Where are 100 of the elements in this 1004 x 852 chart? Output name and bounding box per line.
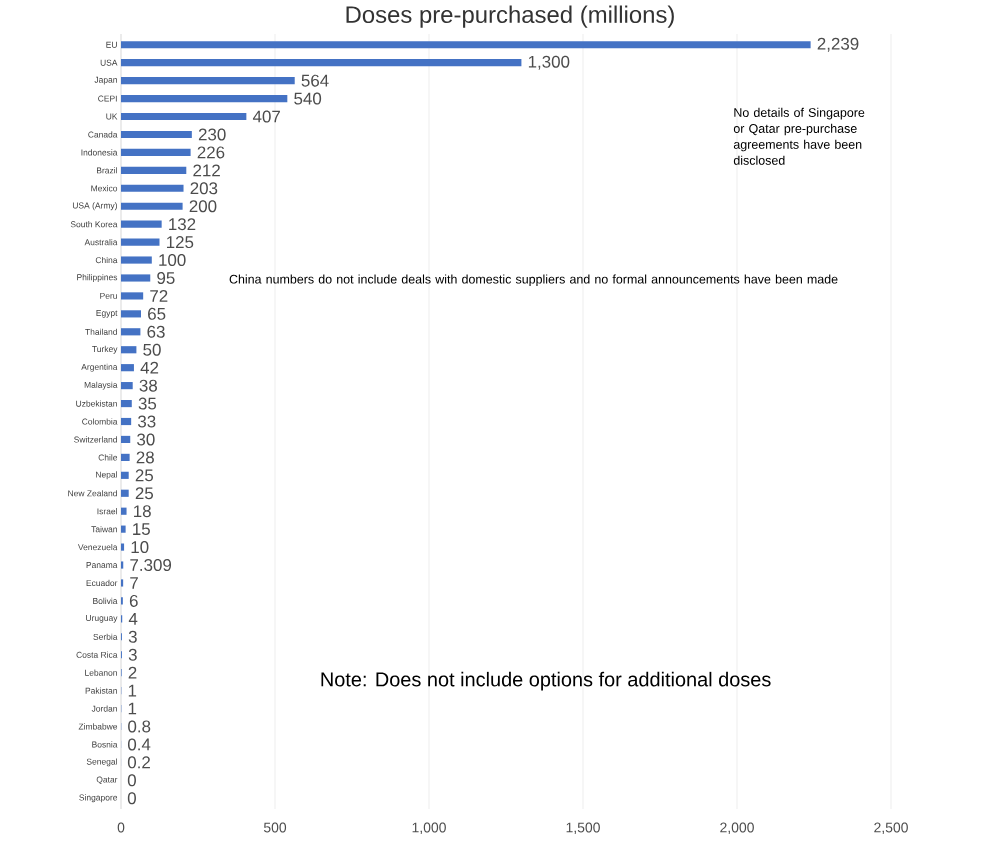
data-label: 7.309: [130, 559, 172, 572]
data-label: 100: [159, 254, 186, 267]
bar: [121, 112, 247, 121]
data-label: 0.4: [127, 738, 151, 751]
y-tick-label: Colombia: [82, 418, 118, 425]
bar: [121, 310, 142, 318]
y-tick-label: Bosnia: [92, 741, 118, 748]
y-tick-label: Philippines: [77, 274, 118, 282]
y-tick-label: USA (Army): [72, 202, 117, 211]
bar: [121, 166, 187, 174]
x-tick-label: 1,000: [412, 822, 446, 835]
y-tick-label: CEPI: [98, 95, 117, 102]
y-tick-label: Indonesia: [81, 149, 118, 156]
bar: [121, 453, 130, 461]
bar: [121, 579, 124, 587]
y-tick-label: EU: [106, 41, 117, 48]
data-label: 33: [138, 415, 156, 428]
data-label: 0.2: [127, 756, 150, 769]
data-label: 2,239: [817, 37, 859, 52]
y-tick-label: Argentina: [81, 363, 118, 372]
y-tick-label: USA: [100, 59, 118, 66]
bar: [121, 274, 151, 282]
bar: [121, 507, 127, 515]
y-tick-label: Qatar: [96, 776, 118, 785]
y-tick-label: Panama: [86, 562, 118, 568]
data-label: 1: [128, 684, 137, 697]
bar: [121, 130, 192, 139]
bar: [121, 292, 144, 300]
x-tick-label: 500: [263, 822, 287, 833]
data-label: 42: [140, 361, 159, 374]
data-label: 6: [129, 594, 138, 607]
data-label: 4: [128, 613, 138, 625]
bar: [121, 346, 137, 354]
data-label: 18: [134, 505, 151, 518]
data-label: 203: [190, 182, 218, 195]
y-tick-label: Egypt: [96, 310, 118, 318]
y-tick-label: Chile: [98, 454, 118, 461]
y-tick-label: Jordan: [91, 705, 117, 712]
y-tick-label: China: [95, 256, 118, 264]
y-tick-label: Nepal: [96, 471, 117, 480]
bar: [121, 471, 129, 479]
x-tick-label: 2,500: [874, 822, 908, 835]
data-label: 38: [139, 379, 158, 392]
bar: [121, 238, 160, 246]
data-label: 3: [128, 630, 137, 643]
y-tick-label: Bolivia: [93, 597, 118, 605]
bar: [121, 435, 131, 444]
y-tick-label: Peru: [100, 292, 117, 299]
y-tick-label: Uzbekistan: [76, 400, 117, 407]
data-label: 1,300: [528, 55, 570, 70]
data-label: 1: [128, 702, 137, 715]
data-label: 25: [135, 487, 154, 500]
chart-title: Doses pre-purchased (millions): [346, 5, 674, 28]
data-label: 35: [138, 397, 157, 410]
data-label: 564: [301, 74, 329, 87]
y-tick-label: Australia: [84, 238, 118, 246]
y-tick-label: Uruguay: [86, 615, 118, 623]
data-label: 3: [128, 648, 137, 661]
annotation: China numbers do not include deals with domestic suppliers and no formal announcements have been made: [229, 274, 838, 287]
data-label: 65: [148, 307, 166, 320]
y-tick-label: New Zealand: [68, 490, 117, 497]
data-label: 407: [252, 110, 280, 123]
y-tick-label: Mexico: [91, 185, 118, 192]
bar: [121, 148, 191, 156]
bar: [121, 525, 126, 533]
y-tick-label: Singapore: [79, 794, 118, 803]
y-tick-label: Serbia: [93, 633, 118, 640]
bar: [121, 220, 162, 228]
y-tick-label: Canada: [88, 131, 118, 138]
bar: [121, 41, 811, 49]
y-tick-label: Switzerland: [74, 436, 117, 443]
bar: [121, 489, 129, 497]
data-label: 2: [128, 666, 137, 679]
bar: [121, 184, 184, 192]
data-label: 7: [130, 577, 138, 589]
x-tick-label: 0: [117, 822, 125, 833]
bar: [121, 95, 288, 103]
data-label: 0: [127, 774, 136, 787]
y-tick-label: Brazil: [96, 167, 117, 174]
data-label: 540: [294, 92, 322, 105]
bar: [121, 543, 125, 551]
y-tick-label: Japan: [94, 76, 117, 85]
data-label: 0.8: [128, 720, 151, 733]
y-tick-label: Pakistan: [85, 687, 117, 694]
bar: [121, 77, 295, 85]
y-tick-label: Malaysia: [84, 381, 118, 390]
bar: [121, 364, 134, 372]
data-label: 30: [137, 433, 155, 446]
data-label: 132: [169, 218, 196, 231]
data-label: 25: [135, 469, 154, 482]
data-label: 28: [136, 451, 154, 464]
bar: [121, 202, 183, 210]
x-tick-label: 1,500: [566, 822, 600, 835]
data-label: 125: [167, 236, 194, 249]
y-tick-label: Thailand: [85, 328, 117, 335]
data-label: 63: [147, 325, 165, 338]
y-tick-label: Lebanon: [85, 669, 117, 676]
annotation: Note: Does not include options for additional doses: [321, 671, 771, 691]
x-tick-label: 2,000: [720, 822, 754, 835]
data-label: 230: [198, 128, 226, 141]
